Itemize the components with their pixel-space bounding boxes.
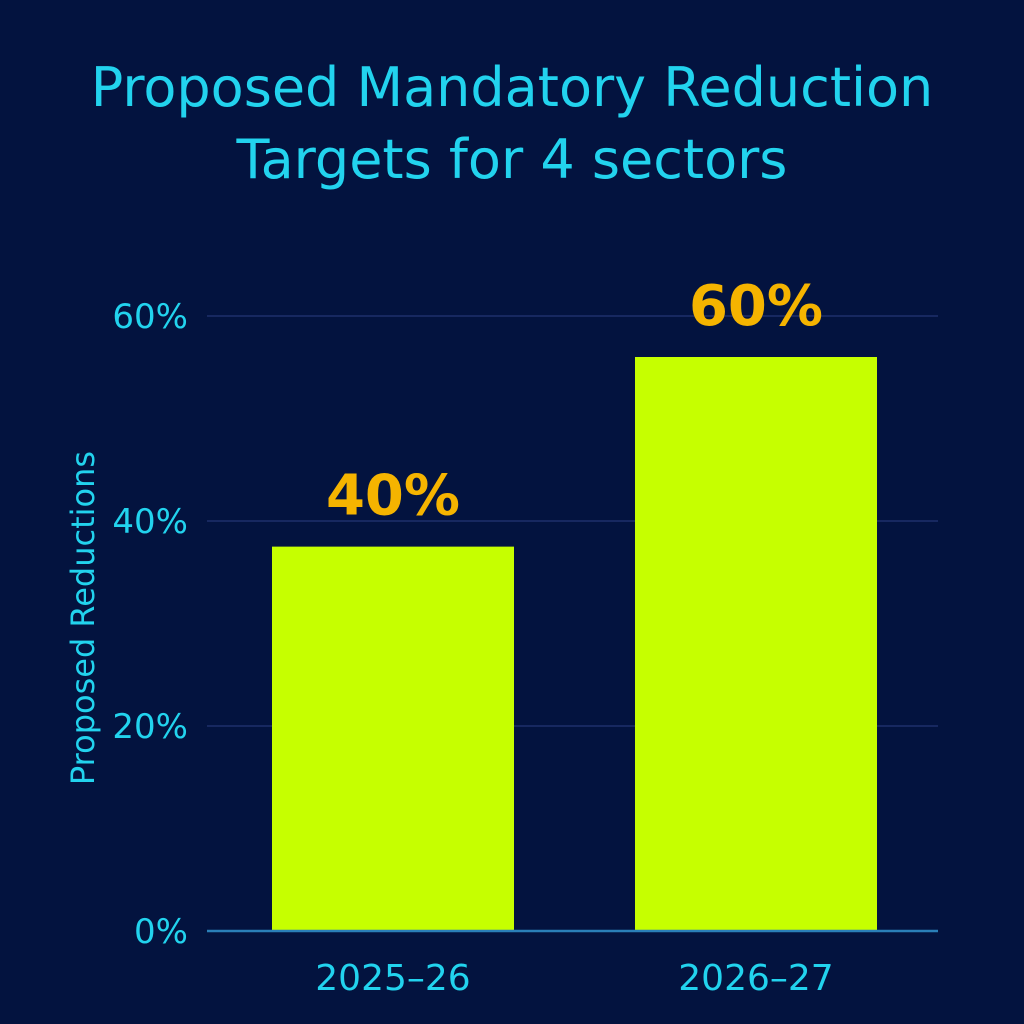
y-axis-title: Proposed Reductions xyxy=(64,451,102,785)
chart-title-line-1: Proposed Mandatory Reduction xyxy=(90,56,934,119)
chart-title-line-2: Targets for 4 sectors xyxy=(236,128,788,191)
bar xyxy=(635,357,877,931)
x-tick-label: 2026–27 xyxy=(678,958,833,999)
y-tick-label: 20% xyxy=(112,707,188,747)
y-tick-label: 40% xyxy=(112,502,188,542)
y-tick-label: 0% xyxy=(134,912,188,952)
bar xyxy=(272,546,514,931)
data-label: 40% xyxy=(326,464,460,529)
chart-title: Proposed Mandatory Reduction Targets for… xyxy=(0,52,1024,196)
data-label: 60% xyxy=(689,274,823,339)
x-tick-label: 2025–26 xyxy=(315,958,470,999)
y-tick-label: 60% xyxy=(112,297,188,337)
